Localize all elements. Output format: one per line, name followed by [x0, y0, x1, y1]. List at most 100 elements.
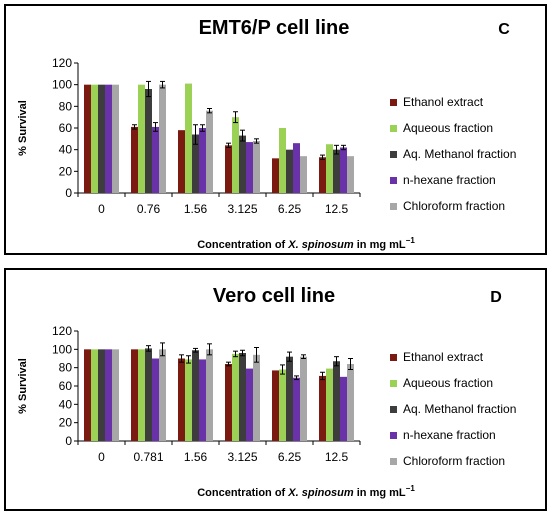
bar-n-hexane-fraction-5 — [340, 376, 347, 441]
panel-letter: C — [498, 21, 510, 38]
legend-entry: Ethanol extract — [403, 95, 484, 109]
bar-n-hexane-fraction-5 — [340, 147, 347, 193]
legend-entry: Aq. Methanol fraction — [403, 402, 516, 416]
bar-ethanol-extract-4 — [272, 370, 279, 441]
legend-entry: n-hexane fraction — [403, 428, 496, 442]
bar-ethanol-extract-3 — [225, 145, 232, 193]
legend-swatch — [390, 203, 397, 210]
x-tick-label: 6.25 — [278, 202, 302, 216]
bar-chloroform-fraction-5 — [347, 156, 354, 193]
chart-emt6p-svg: EMT6/P cell line C 0 20 40 60 80 100 120 % Surviv… — [17, 17, 516, 251]
legend-entry: n-hexane fraction — [403, 173, 496, 187]
y-tick-label: 60 — [59, 121, 73, 135]
chart-title: EMT6/P cell line — [199, 17, 350, 39]
y-tick-label: 80 — [59, 99, 73, 113]
x-axis-label-superscript: −1 — [406, 236, 416, 245]
bar-ethanol-extract-2 — [178, 358, 185, 441]
legend-entry: Chloroform fraction — [403, 199, 505, 213]
bar-aqueous-fraction-4 — [279, 128, 286, 193]
bar-ethanol-extract-0 — [84, 349, 91, 441]
bar-aq-methanol-fraction-1 — [145, 89, 152, 193]
bar-ethanol-extract-2 — [178, 130, 185, 193]
bar-ethanol-extract-5 — [319, 157, 326, 193]
bar-n-hexane-fraction-3 — [246, 142, 253, 193]
legend-swatch — [390, 354, 397, 361]
bar-chloroform-fraction-4 — [300, 156, 307, 193]
y-tick-label: 120 — [52, 56, 72, 70]
y-tick-label: 0 — [65, 434, 72, 448]
bar-chloroform-fraction-1 — [159, 349, 166, 441]
bar-aqueous-fraction-0 — [91, 84, 98, 193]
legend-swatch — [390, 99, 397, 106]
bar-ethanol-extract-0 — [84, 84, 91, 193]
bar-n-hexane-fraction-0 — [105, 349, 112, 441]
x-tick-label: 0 — [98, 450, 105, 464]
bar-ethanol-extract-3 — [225, 364, 232, 441]
bar-n-hexane-fraction-4 — [293, 143, 300, 193]
bar-ethanol-extract-1 — [131, 349, 138, 441]
x-axis-label-part: Concentration of — [197, 487, 288, 499]
x-tick-label: 1.56 — [184, 202, 208, 216]
bar-chloroform-fraction-2 — [206, 110, 213, 193]
bar-chloroform-fraction-4 — [300, 356, 307, 441]
bar-aqueous-fraction-5 — [326, 368, 333, 441]
bar-aqueous-fraction-0 — [91, 349, 98, 441]
bar-ethanol-extract-5 — [319, 375, 326, 441]
bar-chloroform-fraction-0 — [112, 349, 119, 441]
x-tick-label: 12.5 — [325, 202, 349, 216]
x-axis-label-superscript: −1 — [406, 484, 416, 493]
y-tick-label: 40 — [59, 143, 73, 157]
bar-aq-methanol-fraction-5 — [333, 149, 340, 193]
x-tick-label: 0 — [98, 202, 105, 216]
x-tick-label: 3.125 — [227, 202, 257, 216]
bar-n-hexane-fraction-1 — [152, 126, 159, 193]
bar-chloroform-fraction-1 — [159, 84, 166, 193]
bar-aq-methanol-fraction-4 — [286, 149, 293, 193]
bar-n-hexane-fraction-1 — [152, 358, 159, 441]
bar-n-hexane-fraction-2 — [199, 128, 206, 193]
y-tick-label: 20 — [59, 416, 73, 430]
chart-panel-vero: Vero cell line D 0 20 40 60 80 100 120 % Survival… — [4, 268, 547, 511]
x-axis-label-part: in mg mL — [354, 239, 406, 251]
y-tick-label: 60 — [59, 379, 73, 393]
bar-aq-methanol-fraction-3 — [239, 353, 246, 441]
bar-aq-methanol-fraction-5 — [333, 361, 340, 441]
x-tick-label: 0.76 — [137, 202, 161, 216]
bar-aq-methanol-fraction-0 — [98, 84, 105, 193]
x-tick-label: 6.25 — [278, 450, 302, 464]
bar-chloroform-fraction-0 — [112, 84, 119, 193]
bar-aqueous-fraction-2 — [185, 359, 192, 441]
legend-swatch — [390, 151, 397, 158]
y-tick-label: 80 — [59, 361, 73, 375]
x-axis-label-species: X. spinosum — [287, 487, 354, 499]
x-axis-label-part: Concentration of — [197, 239, 288, 251]
y-axis-label: % Survival — [17, 100, 29, 156]
legend-swatch — [390, 432, 397, 439]
bar-chloroform-fraction-3 — [253, 354, 260, 441]
bar-aq-methanol-fraction-2 — [192, 134, 199, 193]
bar-aqueous-fraction-5 — [326, 144, 333, 193]
legend-swatch — [390, 406, 397, 413]
bar-aqueous-fraction-2 — [185, 83, 192, 193]
x-tick-label: 0.781 — [133, 450, 163, 464]
bar-n-hexane-fraction-0 — [105, 84, 112, 193]
panel-letter: D — [490, 289, 502, 306]
x-axis-label-species: X. spinosum — [287, 239, 354, 251]
y-tick-label: 100 — [52, 342, 72, 356]
x-axis-label-part: in mg mL — [354, 487, 406, 499]
y-tick-label: 100 — [52, 78, 72, 92]
chart-vero-svg: Vero cell line D 0 20 40 60 80 100 120 % Survival… — [17, 285, 516, 499]
y-tick-label: 20 — [59, 164, 73, 178]
bar-aqueous-fraction-1 — [138, 349, 145, 441]
legend-entry: Aqueous fraction — [403, 376, 493, 390]
x-tick-label: 1.56 — [184, 450, 208, 464]
bar-ethanol-extract-1 — [131, 126, 138, 193]
bar-aqueous-fraction-4 — [279, 369, 286, 441]
bar-n-hexane-fraction-4 — [293, 377, 300, 441]
bar-n-hexane-fraction-2 — [199, 359, 206, 441]
y-tick-label: 120 — [52, 324, 72, 338]
chart-panel-emt6p: EMT6/P cell line C 0 20 40 60 80 100 120 % Surviv… — [4, 4, 547, 255]
bar-chloroform-fraction-5 — [347, 364, 354, 441]
legend-entry: Aq. Methanol fraction — [403, 147, 516, 161]
legend-swatch — [390, 177, 397, 184]
